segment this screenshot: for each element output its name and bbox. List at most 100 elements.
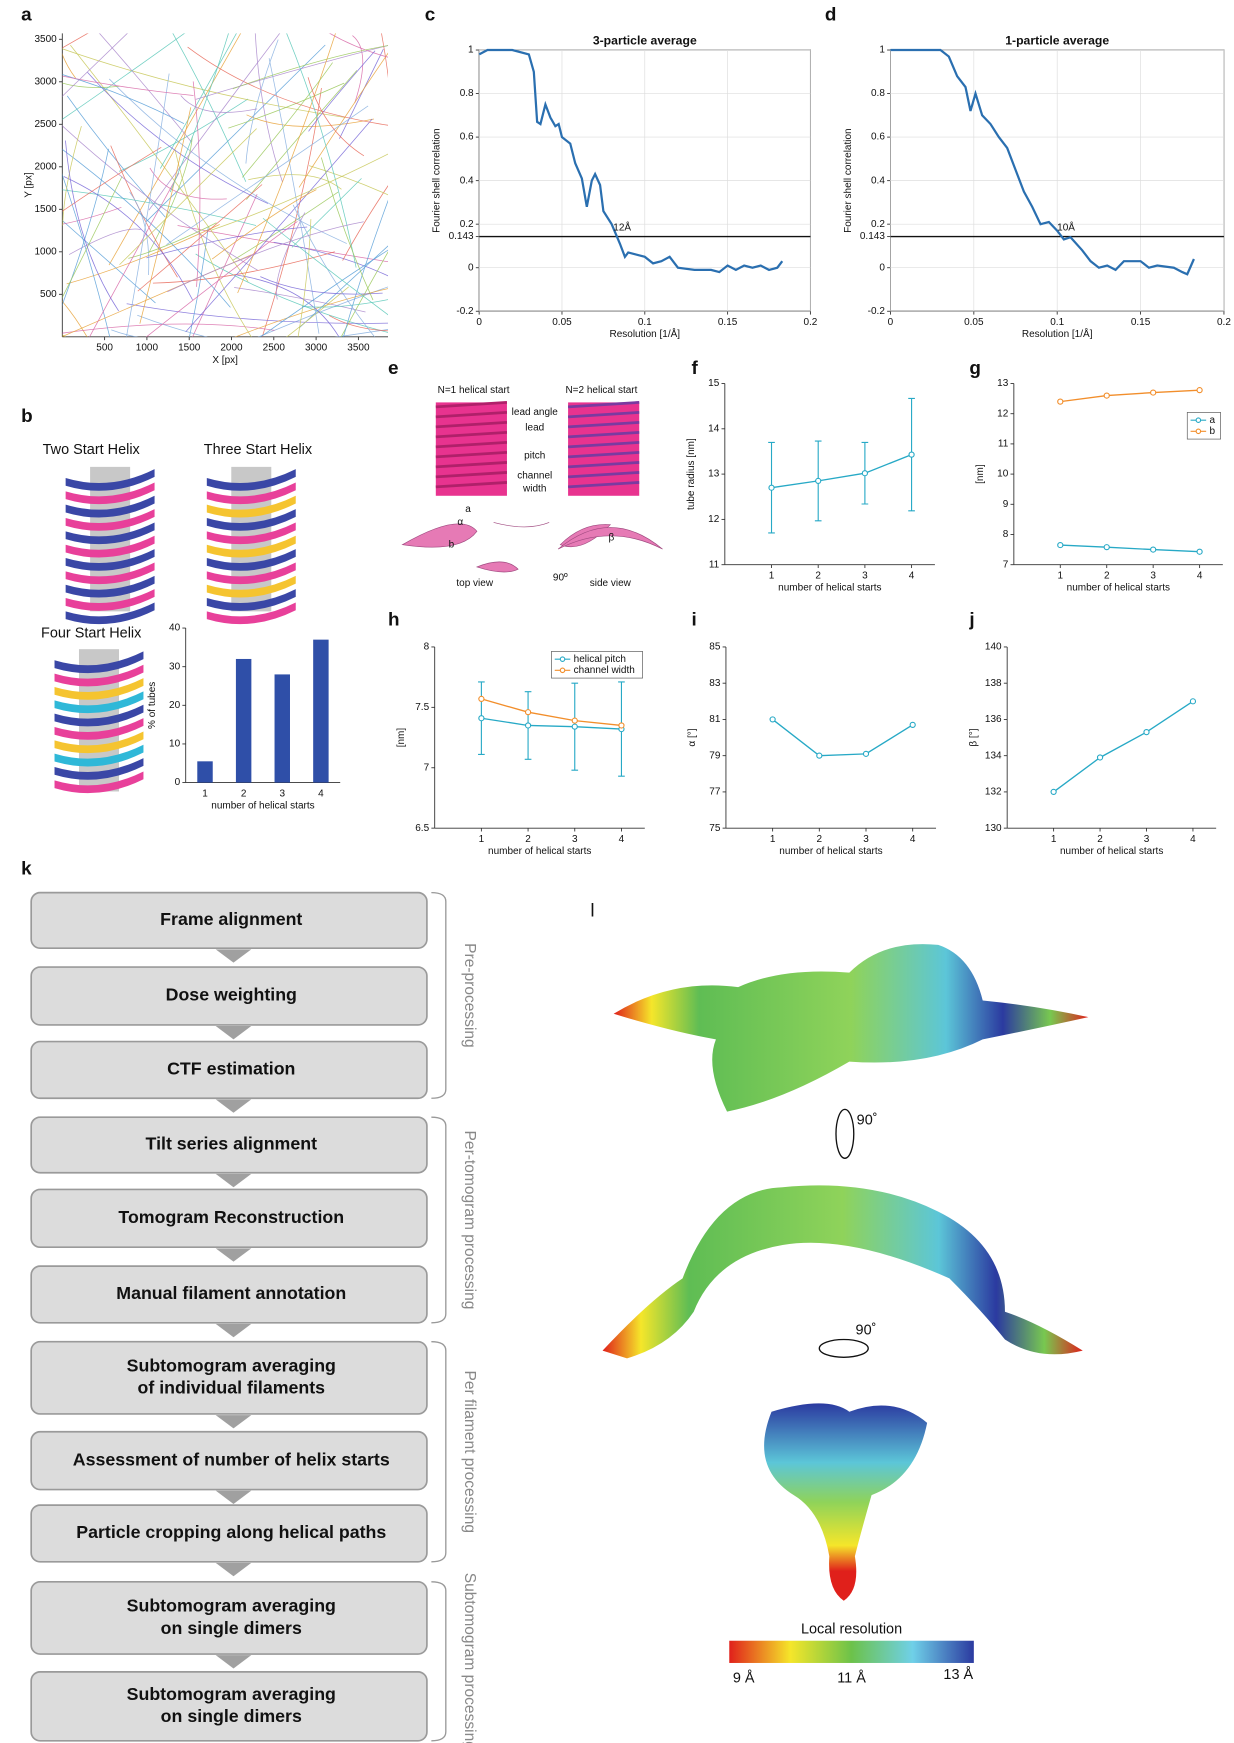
chart-title: 3-particle average [593, 33, 697, 47]
flow-arrow [216, 1174, 252, 1187]
bar [236, 659, 251, 783]
colorbar-label: 13 Å [943, 1666, 973, 1683]
step-text: Subtomogram averaging [127, 1596, 336, 1616]
x-tick-label: 0.15 [718, 317, 738, 328]
filament-trace [343, 149, 413, 260]
diagram-label: b [449, 539, 455, 550]
diagram-label: pitch [524, 450, 545, 461]
panel-label: k [21, 858, 32, 879]
filament-traces [0, 0, 496, 427]
y-tick-label: -0.2 [868, 306, 886, 317]
filament-trace [0, 17, 208, 190]
group-bracket [431, 893, 445, 1099]
point [863, 751, 868, 756]
legend-marker [1196, 418, 1200, 422]
y-axis-label: tube radius [nm] [686, 438, 697, 510]
y-axis-label: α [°] [687, 728, 698, 746]
helix-title: Four Start Helix [41, 625, 142, 641]
y-tick-label: 85 [709, 642, 721, 653]
y-tick-label: 0.143 [449, 231, 474, 242]
helix-title: Three Start Helix [204, 442, 313, 458]
y-tick-label: 0.6 [460, 132, 474, 143]
filament-trace [299, 211, 427, 328]
x-tick-label: 0 [888, 317, 894, 328]
diagram-label: side view [590, 578, 632, 589]
filament-trace [339, 49, 383, 139]
x-tick-label: 2 [817, 834, 823, 845]
y-tick-label: 0.6 [871, 132, 885, 143]
y-tick-label: 79 [709, 750, 721, 761]
x-tick-label: 2 [815, 570, 821, 581]
filament-trace [242, 63, 332, 178]
filament-trace [378, 16, 396, 317]
point [817, 753, 822, 758]
filament-trace [112, 0, 246, 182]
y-tick-label: 7 [424, 762, 430, 773]
filament-trace [248, 175, 341, 190]
filament-trace [196, 31, 449, 100]
panel-label: b [21, 406, 33, 427]
point [909, 452, 914, 457]
step-text: Manual filament annotation [116, 1283, 346, 1303]
y-axis-label: Fourier shell correlation [843, 128, 854, 233]
y-tick-label: 136 [985, 714, 1002, 725]
density-map [603, 1185, 1083, 1358]
y-tick-label: 134 [985, 750, 1002, 761]
y-tick-label: 0.8 [871, 88, 885, 99]
x-tick-label: 3 [1150, 570, 1156, 581]
group-bracket [431, 1117, 445, 1323]
panel-label: g [969, 358, 981, 379]
filament-trace [0, 267, 156, 402]
rotation-icon [836, 1109, 854, 1158]
rotation-label: 90˚ [856, 1322, 877, 1338]
x-tick-label: 3000 [305, 343, 328, 354]
flow-arrow [216, 1248, 252, 1261]
filament-trace [53, 324, 274, 334]
diagram-label: α [457, 517, 463, 528]
x-tick-label: 2 [1104, 570, 1110, 581]
x-tick-label: 3 [862, 570, 868, 581]
step-text: Tilt series alignment [146, 1134, 318, 1154]
x-tick-label: 0.05 [964, 317, 984, 328]
legend-label: a [1209, 415, 1215, 426]
x-tick-label: 4 [318, 788, 324, 799]
series-line [773, 719, 913, 755]
point [1104, 393, 1109, 398]
point [526, 710, 531, 715]
point [1144, 730, 1149, 735]
filament-trace [45, 177, 122, 331]
point [479, 716, 484, 721]
y-tick-label: 8 [1003, 529, 1009, 540]
point [816, 478, 821, 483]
filament-trace [180, 227, 208, 377]
y-tick-label: 1000 [35, 246, 58, 257]
colorbar-label: 11 Å [837, 1669, 866, 1686]
y-tick-label: 0.8 [460, 88, 474, 99]
x-tick-label: 3 [572, 834, 578, 845]
point [1058, 543, 1063, 548]
group-bracket [431, 1342, 445, 1562]
bar [313, 640, 328, 783]
page: {"chart_data":[ {"panel":"a","type":"tra… [0, 0, 1234, 1743]
panel-label: e [388, 358, 398, 379]
y-tick-label: 10 [997, 469, 1009, 480]
point [770, 717, 775, 722]
x-tick-label: 1 [202, 788, 208, 799]
y-tick-label: 2500 [35, 119, 58, 130]
y-tick-label: 77 [709, 787, 721, 798]
x-tick-label: 1 [479, 834, 485, 845]
x-tick-label: 2000 [220, 343, 243, 354]
x-tick-label: 0.15 [1131, 317, 1151, 328]
y-tick-label: 0.4 [460, 175, 474, 186]
x-tick-label: 1 [1051, 834, 1057, 845]
filament-trace [228, 83, 344, 128]
helix-title: Two Start Helix [43, 442, 141, 458]
y-tick-label: 138 [985, 678, 1002, 689]
y-tick-label: 75 [709, 823, 721, 834]
x-axis-label: number of helical starts [488, 846, 591, 857]
diagram-label: N=2 helical start [565, 385, 637, 396]
flow-arrow [216, 949, 252, 962]
y-tick-label: 0.4 [871, 175, 885, 186]
series-line [1060, 545, 1199, 552]
flow-arrow [216, 1026, 252, 1039]
